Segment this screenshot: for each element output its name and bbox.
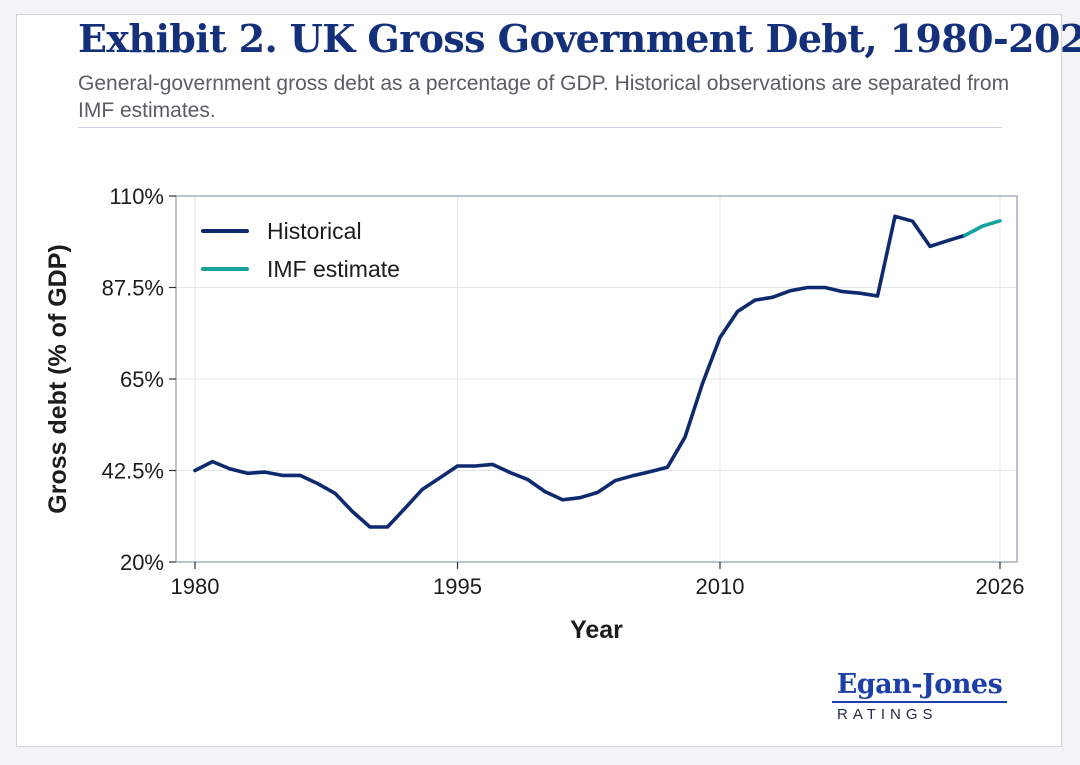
legend-label: IMF estimate <box>267 256 400 282</box>
x-tick-label: 2026 <box>976 574 1025 599</box>
data-point <box>211 460 214 463</box>
data-point <box>736 310 739 313</box>
series-line-historical <box>193 214 967 529</box>
data-point <box>316 482 319 485</box>
chart-subtitle: General-government gross debt as a perce… <box>78 72 1010 122</box>
data-point <box>386 526 389 529</box>
data-point <box>246 472 249 475</box>
title-divider <box>78 127 1002 128</box>
data-point <box>684 436 687 439</box>
logo-name: Egan-Jones <box>832 670 1007 703</box>
data-point <box>299 474 302 477</box>
data-point <box>351 510 354 513</box>
data-point <box>719 336 722 339</box>
x-tick-label: 1995 <box>433 574 482 599</box>
data-point <box>194 469 197 472</box>
data-point <box>561 498 564 501</box>
data-point <box>631 474 634 477</box>
data-point <box>911 220 914 223</box>
y-tick-label: 65% <box>120 367 164 392</box>
data-point <box>841 290 844 293</box>
data-point <box>754 299 757 302</box>
y-tick-label: 42.5% <box>102 459 164 484</box>
data-point <box>334 492 337 495</box>
data-point <box>509 471 512 474</box>
data-point <box>701 382 704 385</box>
data-point <box>596 491 599 494</box>
data-point <box>579 496 582 499</box>
x-tick-label: 1980 <box>171 574 220 599</box>
legend-label: Historical <box>267 218 362 244</box>
data-point <box>229 467 232 470</box>
egan-jones-logo: Egan-Jones RATINGS <box>832 670 1007 723</box>
data-point <box>614 479 617 482</box>
data-point <box>649 470 652 473</box>
x-axis-label: Year <box>570 616 623 644</box>
data-point <box>859 292 862 295</box>
series-line-imf-estimate <box>963 219 1002 238</box>
data-point <box>474 465 477 468</box>
data-point <box>281 474 284 477</box>
data-point <box>404 507 407 510</box>
data-point <box>439 476 442 479</box>
y-tick-label: 87.5% <box>102 276 164 301</box>
chart-title: Exhibit 2. UK Gross Government Debt, 198… <box>78 16 1080 61</box>
data-point <box>894 215 897 218</box>
data-point <box>666 466 669 469</box>
data-point <box>456 465 459 468</box>
data-point <box>824 286 827 289</box>
y-axis-label: Gross debt (% of GDP) <box>44 244 72 513</box>
y-tick-label: 20% <box>120 550 164 575</box>
data-point <box>544 490 547 493</box>
data-point <box>999 219 1002 222</box>
data-point <box>421 488 424 491</box>
data-point <box>526 478 529 481</box>
y-tick-label: 110% <box>109 184 164 209</box>
data-point <box>964 234 967 237</box>
data-point <box>981 225 984 228</box>
data-point <box>264 471 267 474</box>
data-point <box>876 295 879 298</box>
data-point <box>491 463 494 466</box>
data-point <box>369 526 372 529</box>
data-point <box>929 245 932 248</box>
logo-tagline: RATINGS <box>837 706 938 723</box>
data-point <box>806 286 809 289</box>
data-point <box>789 289 792 292</box>
data-point <box>946 239 949 242</box>
x-tick-label: 2010 <box>696 574 745 599</box>
data-point <box>771 296 774 299</box>
